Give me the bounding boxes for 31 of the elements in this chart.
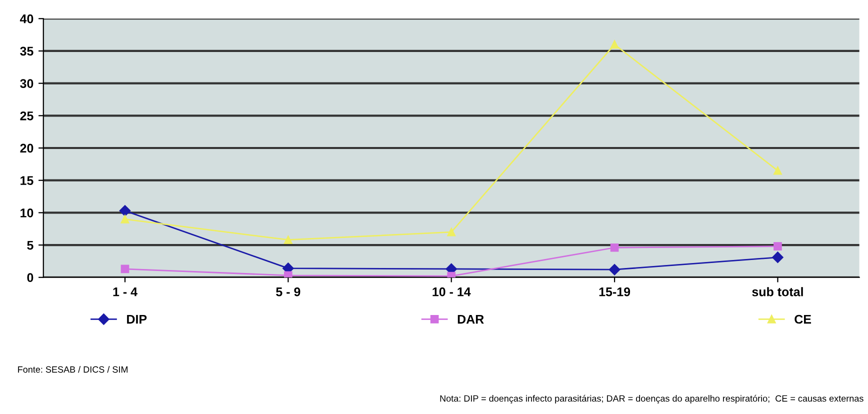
- legend-label: DAR: [458, 314, 484, 324]
- point: [120, 214, 130, 224]
- source-note: Fonte: SESAB / DICS / SIM: [18, 366, 128, 373]
- legend-label: DIP: [127, 314, 147, 324]
- y-tick-label: 35: [20, 46, 34, 56]
- x-tick-label: 10 - 14: [432, 287, 471, 296]
- point: [447, 228, 456, 236]
- legend-label: CE: [794, 314, 812, 324]
- point: [774, 242, 782, 250]
- x-tick-label: sub total: [752, 287, 803, 296]
- y-tick-label: 0: [27, 273, 34, 282]
- y-tick-label: 10: [20, 208, 34, 218]
- point: [610, 40, 619, 49]
- point: [774, 166, 782, 175]
- y-tick-label: 15: [20, 176, 34, 185]
- y-tick-label: 25: [20, 111, 34, 120]
- x-tick-label: 15-19: [599, 287, 630, 296]
- point: [608, 264, 620, 276]
- y-tick-label: 5: [27, 240, 34, 250]
- point: [284, 236, 292, 244]
- point: [284, 271, 292, 278]
- text: Nota: DIP = doenças infecto parasitárias; DAR = doenças do aparelho respiratório; CE = causas externas: [440, 394, 864, 404]
- y-tick-label: 20: [20, 144, 34, 153]
- x-tick-label: 5 - 9: [276, 287, 300, 296]
- point: [119, 205, 131, 216]
- x-tick-label: 1 - 4: [113, 288, 138, 296]
- y-tick-label: 30: [20, 79, 34, 88]
- point: [772, 252, 784, 263]
- point: [610, 243, 619, 252]
- y-tick-label: 40: [20, 14, 34, 24]
- point: [120, 264, 130, 274]
